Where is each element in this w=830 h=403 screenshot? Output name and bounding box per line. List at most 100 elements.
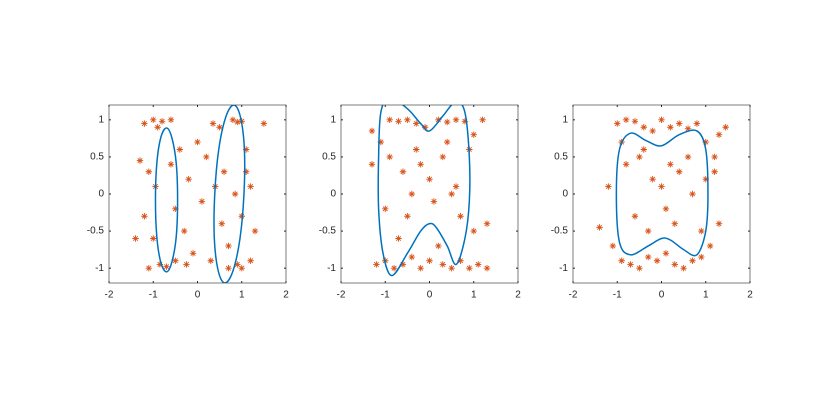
marker [706,242,714,250]
marker [390,264,398,272]
marker [636,153,643,161]
x-tick-label: -1 [149,290,158,301]
marker [141,213,148,220]
marker [444,138,451,146]
marker [658,183,665,190]
marker [251,227,259,235]
curve [213,105,246,283]
x-tick-label: 1 [471,290,477,301]
marker [242,168,250,175]
plot-area [368,105,491,277]
marker [141,120,148,127]
marker [225,242,232,250]
marker [426,257,433,264]
plot-area [132,105,268,283]
marker [461,118,469,125]
marker [466,264,473,272]
marker [231,190,239,198]
marker [386,153,393,161]
marker [662,205,670,213]
marker [386,116,393,124]
marker [715,220,723,227]
x-tick-label: -2 [569,290,578,301]
axes-background [573,105,750,283]
marker [216,124,223,131]
marker [189,250,197,257]
marker [181,227,188,235]
curve [154,127,179,273]
x-tick-label: -2 [105,290,114,301]
marker [444,118,451,126]
marker [715,131,723,138]
x-tick-label: -2 [337,290,346,301]
marker [452,183,460,190]
marker [640,124,647,131]
y-tick-label: 0 [98,189,104,200]
marker [671,261,678,268]
marker [198,198,206,205]
marker [596,224,603,231]
marker [377,138,385,146]
marker [234,261,241,268]
marker [645,253,652,261]
y-tick-label: -0.5 [319,226,337,237]
marker [382,205,389,213]
marker [395,235,402,242]
marker [448,190,455,198]
marker [421,124,429,131]
marker [395,118,402,125]
marker [680,264,687,272]
marker [667,161,674,168]
marker [399,168,407,175]
marker [194,138,201,146]
marker [722,124,729,131]
y-tick-label: -1 [559,263,568,274]
x-tick-label: 0 [195,290,201,301]
marker [689,257,696,264]
marker [698,227,705,235]
y-tick-label: 0 [562,189,568,200]
marker [225,264,232,272]
marker [167,161,175,168]
marker [417,161,424,168]
marker [430,198,438,205]
marker [622,116,630,124]
marker [698,253,705,261]
marker [136,157,144,164]
marker [711,168,718,175]
marker [183,261,190,268]
marker [702,138,709,146]
plot-area [596,116,729,272]
marker [653,257,661,264]
curve [615,129,709,257]
marker [218,220,226,227]
marker [689,190,696,198]
marker [145,264,153,272]
y-tick-label: 1 [98,114,104,125]
marker [448,264,455,272]
marker [167,116,175,124]
marker [693,120,701,127]
marker [154,124,161,131]
marker [426,175,433,183]
marker [649,175,656,183]
marker [618,257,625,264]
y-tick-label: -1 [95,263,104,274]
marker [176,146,183,153]
marker [631,213,639,220]
marker [207,257,214,264]
marker [417,264,424,272]
marker [399,261,407,268]
marker [413,120,420,127]
x-tick-label: 0 [659,290,665,301]
marker [684,125,692,132]
marker [209,120,217,127]
marker [185,175,192,183]
marker [439,153,446,161]
marker [457,213,464,220]
marker [483,220,491,227]
marker [483,264,491,272]
marker [470,227,477,235]
